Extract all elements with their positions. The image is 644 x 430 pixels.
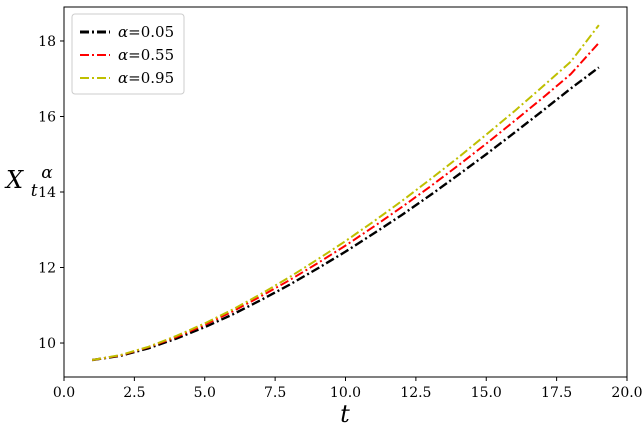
x-tick-label: 17.5: [541, 385, 572, 401]
y-tick-label: 14: [38, 185, 56, 201]
series-line-0: [91, 66, 600, 362]
y-tick-label: 16: [38, 109, 56, 125]
legend-label-2: α=0.95: [118, 69, 174, 87]
legend-label-0: α=0.05: [118, 23, 174, 41]
legend-label-1: α=0.55: [118, 46, 174, 64]
x-tick-label: 5.0: [194, 385, 216, 401]
series-line-1: [91, 42, 600, 361]
x-tick-label: 15.0: [471, 385, 502, 401]
x-tick-label: 12.5: [400, 385, 431, 401]
y-axis-label: X t α: [4, 163, 53, 202]
y-axis-ticks: 10 12 14 16 18: [38, 34, 64, 352]
series-lines: [91, 24, 600, 362]
y-tick-label: 10: [38, 336, 56, 352]
y-axis-label-base: X: [4, 166, 24, 194]
x-axis-label: t: [340, 400, 350, 428]
x-tick-label: 10.0: [330, 385, 361, 401]
legend-box: [71, 13, 185, 95]
x-tick-label: 2.5: [123, 385, 145, 401]
x-axis-ticks: 0.0 2.5 5.0 7.5 10.0 12.5 15.0 17.5 20.0: [53, 377, 643, 401]
y-tick-label: 12: [38, 261, 56, 277]
plot-area-frame: [63, 6, 628, 378]
x-tick-label: 7.5: [264, 385, 286, 401]
y-tick-label: 18: [38, 34, 56, 50]
series-line-2: [91, 24, 600, 361]
legend: α=0.05 α=0.55 α=0.95: [71, 13, 185, 95]
y-axis-label-subscript: t: [31, 181, 38, 201]
x-tick-label: 20.0: [611, 385, 642, 401]
x-tick-label: 0.0: [53, 385, 75, 401]
y-axis-label-superscript: α: [41, 163, 53, 183]
